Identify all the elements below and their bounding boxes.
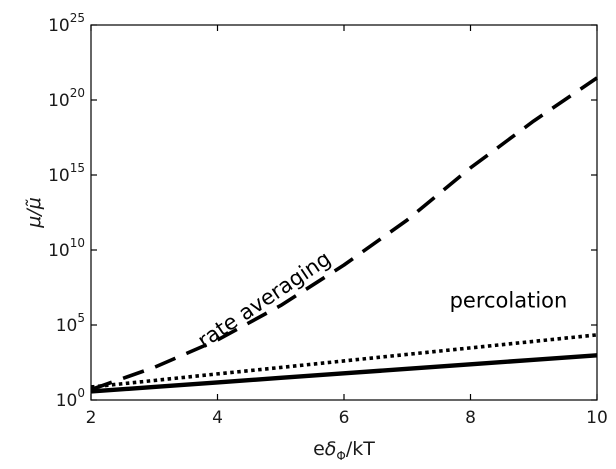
x-tick-label: 6	[339, 408, 350, 428]
y-tick-label: 1020	[48, 86, 85, 111]
y-tick-label: 105	[56, 311, 85, 336]
x-tick-label: 10	[586, 408, 608, 428]
y-tick-label: 1010	[48, 236, 85, 261]
annotation-percolation: percolation	[450, 288, 568, 312]
y-axis-label: μ/μ̃	[23, 197, 45, 229]
y-tick-label: 100	[56, 386, 85, 411]
plot-background	[91, 25, 597, 400]
x-axis-label: eδΦ/kT	[313, 438, 375, 463]
x-tick-label: 2	[86, 408, 97, 428]
y-tick-label: 1025	[48, 11, 85, 36]
y-tick-label: 1015	[48, 161, 85, 186]
x-tick-label: 8	[465, 408, 476, 428]
x-tick-label: 4	[212, 408, 223, 428]
